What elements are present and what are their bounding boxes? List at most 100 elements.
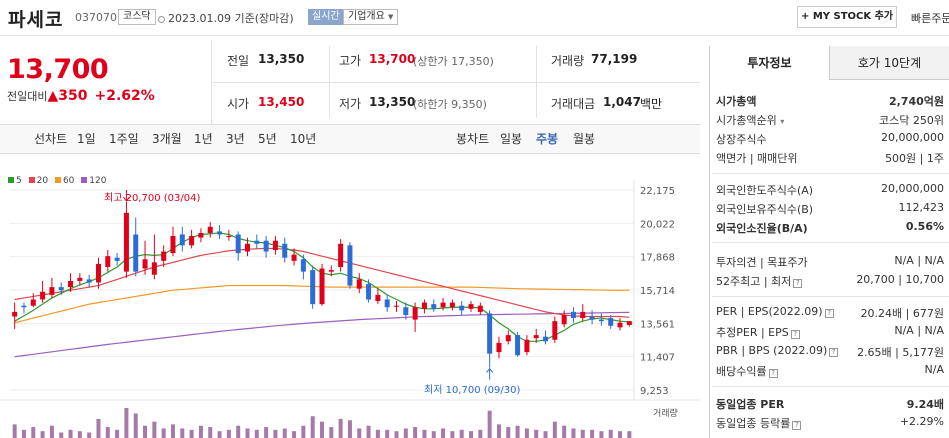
clock-icon [158, 16, 165, 23]
tab-1w[interactable]: 1주일 [109, 132, 139, 146]
volume-bar [282, 428, 287, 438]
candle-body [142, 259, 148, 269]
ma120-swatch [81, 177, 88, 183]
candle-body [496, 342, 502, 353]
help-icon[interactable]: ? [824, 309, 834, 318]
y-tick-label: 15,714 [640, 286, 675, 297]
candle-body [263, 240, 269, 252]
volume-bar [198, 425, 203, 438]
stock-name: 파세코 [8, 9, 64, 31]
candle-body [189, 236, 195, 246]
tab-daily[interactable]: 일봉 [500, 132, 523, 146]
volume-label: 거래량 [551, 54, 585, 68]
mystock-add-button[interactable]: + MY STOCK 추가 [797, 6, 897, 28]
foreign-ratio-label: 외국인소진율(B/A) [716, 222, 808, 235]
est-per-value: N/A | N/A [894, 324, 944, 337]
candle-body [105, 256, 111, 268]
tab-hoga-10[interactable]: 호가 10단계 [829, 46, 949, 80]
ma120-line [14, 311, 630, 358]
candle-body [133, 234, 139, 272]
volume-bar [478, 429, 483, 438]
high-arrow-head [123, 196, 130, 202]
realtime-button[interactable]: 실시간 [308, 9, 344, 25]
pbr-bps-value: 2.65배 | 5,177원 [857, 346, 944, 359]
volume-bar [189, 429, 194, 438]
market-cap-rank-text: 시가총액순위 [716, 114, 777, 127]
tab-weekly[interactable]: 주봉 [536, 132, 559, 146]
candle-chart-label: 봉차트 [456, 132, 490, 146]
listed-shares-value: 20,000,000 [881, 131, 944, 144]
company-info-dropdown[interactable]: 기업개요 ▼ [343, 9, 399, 25]
sector-change-label: 동일업종 등락률? [716, 415, 802, 431]
help-icon[interactable]: ? [768, 369, 778, 378]
volume-bar [161, 428, 166, 438]
candle-body [328, 270, 334, 272]
chevron-down-icon[interactable]: ▾ [780, 117, 785, 126]
candle-body [347, 245, 353, 286]
candle-body [244, 243, 250, 252]
tab-investment-info[interactable]: 투자정보 [710, 46, 829, 80]
candle-body [431, 304, 437, 309]
y-tick-label: 11,407 [640, 353, 675, 364]
sector-change-text: 동일업종 등락률 [716, 417, 791, 430]
weekly-candle-chart[interactable]: 22,175 20,022 17,868 15,714 13,561 11,407 9,25… [0, 150, 700, 438]
candle-body [40, 291, 46, 300]
help-icon[interactable]: ? [829, 348, 839, 357]
high-value: 13,700 [369, 52, 416, 66]
volume-bar [515, 425, 520, 438]
ma60-swatch [54, 177, 61, 183]
tab-10y[interactable]: 10년 [290, 132, 317, 146]
candle-body [95, 263, 101, 283]
amount-unit: 백만 [640, 97, 663, 111]
par-value-label: 액면가 | 매매단위 [716, 152, 798, 165]
candle-body [412, 307, 418, 320]
help-icon[interactable]: ? [793, 279, 803, 288]
volume-bar [338, 418, 343, 438]
candle-body [319, 268, 325, 305]
listed-shares-label: 상장주식수 [716, 133, 767, 146]
candle-body [515, 335, 521, 356]
candle-body [561, 314, 567, 325]
tab-monthly[interactable]: 월봉 [573, 132, 596, 146]
candle-body [161, 251, 167, 261]
candle-body [375, 294, 381, 302]
candle-body [440, 302, 446, 308]
tab-1d[interactable]: 1일 [77, 132, 96, 146]
candle-body [356, 279, 362, 289]
candle-body [487, 313, 493, 354]
candle-body [598, 319, 604, 322]
volume-bar [469, 431, 474, 438]
market-cap-label: 시가총액 [716, 95, 757, 108]
volume-bar [506, 427, 511, 438]
candle-body [338, 243, 344, 268]
candle-body [589, 316, 595, 320]
quick-order-link[interactable]: 빠른주문 [911, 12, 949, 25]
ma20-label: 20 [36, 176, 49, 186]
volume-bar [543, 431, 548, 438]
mystock-add-label: MY STOCK 추가 [812, 11, 894, 22]
help-icon[interactable]: ? [792, 421, 802, 430]
volume-bar [320, 421, 324, 438]
prev-close-label: 전일 [227, 54, 250, 68]
foreign-holding-value: 112,423 [898, 201, 945, 214]
current-price: 13,700 [7, 54, 109, 85]
tab-1y[interactable]: 1년 [194, 132, 213, 146]
low-label: 저가 [339, 97, 362, 111]
tab-5y[interactable]: 5년 [258, 132, 277, 146]
candle-body [570, 311, 576, 319]
ma5-label: 5 [16, 176, 22, 186]
candle-body [226, 236, 232, 238]
week52-label: 52주최고 | 최저? [716, 273, 803, 289]
per-eps-value: 20.24배 | 677원 [860, 307, 944, 320]
candle-body [272, 240, 278, 250]
candle-body [151, 262, 157, 275]
tab-3y[interactable]: 3년 [226, 132, 245, 146]
candle-body [505, 335, 511, 342]
volume-bar [431, 431, 436, 438]
low-value: 13,350 [369, 95, 416, 109]
candle-body [543, 336, 549, 342]
candle-body [282, 243, 288, 258]
volume-bar [49, 425, 54, 438]
tab-3m[interactable]: 3개월 [152, 132, 182, 146]
help-icon[interactable]: ? [790, 330, 800, 339]
